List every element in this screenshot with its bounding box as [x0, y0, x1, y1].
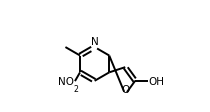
- Text: NO: NO: [58, 76, 74, 86]
- Text: 2: 2: [74, 85, 79, 94]
- Text: O: O: [121, 84, 129, 94]
- Text: N: N: [91, 37, 98, 47]
- Text: OH: OH: [148, 76, 164, 86]
